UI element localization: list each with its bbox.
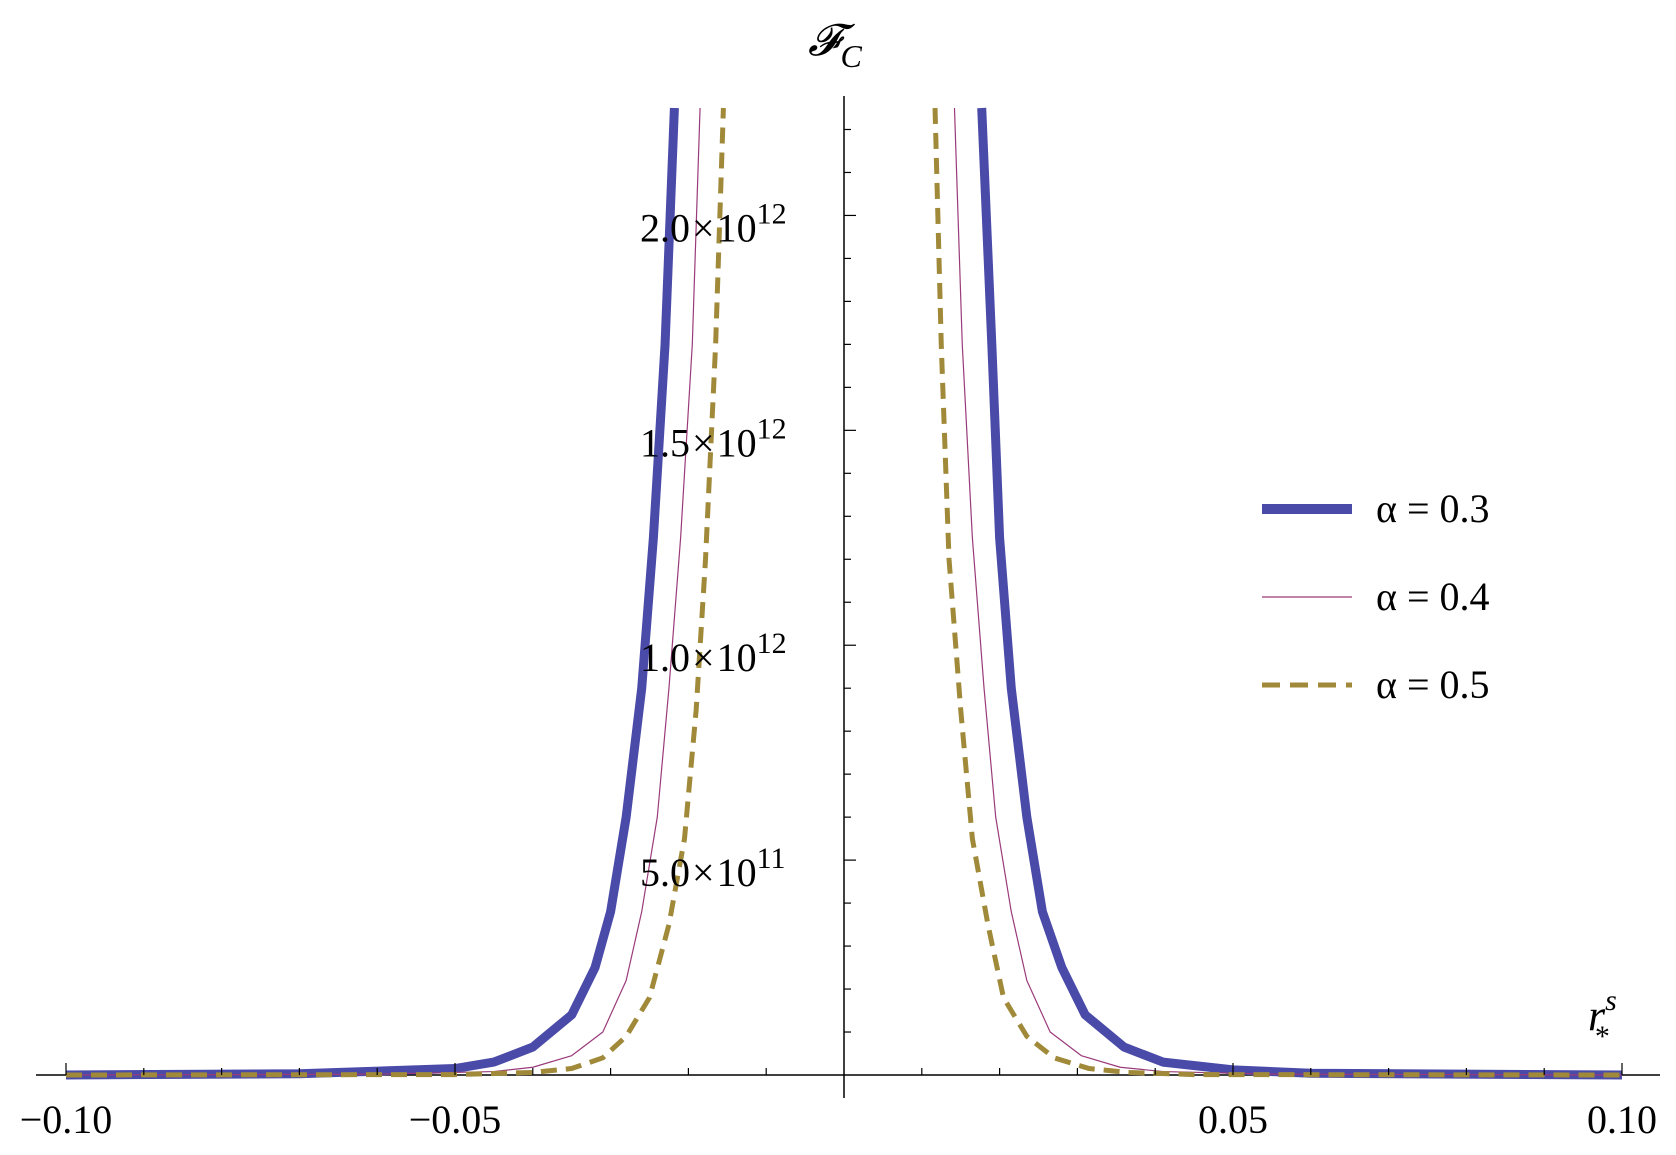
x-tick-label: 0.05 [1198, 1097, 1268, 1142]
series-line-0-left [65, 107, 679, 1080]
y-tick-label: 2.0×1012 [640, 197, 787, 250]
series-line-2-left [65, 107, 726, 1078]
legend-label-2: α = 0.5 [1376, 662, 1490, 707]
legend-label-1: α = 0.4 [1376, 574, 1490, 619]
legend-label-0: α = 0.3 [1376, 486, 1490, 531]
y-tick-label: 1.5×1012 [640, 412, 787, 465]
x-tick-label: −0.10 [20, 1097, 113, 1142]
x-tick-label: 0.10 [1587, 1097, 1657, 1142]
series-line-2-right [932, 107, 1623, 1078]
y-tick-label: 1.0×1012 [640, 627, 787, 680]
legend: α = 0.3 α = 0.4 α = 0.5 [1262, 486, 1490, 707]
series-line-0-right [977, 107, 1623, 1080]
series-line-1-right [953, 107, 1623, 1076]
x-tick-label: −0.05 [409, 1097, 502, 1142]
y-axis-title: 𝓕C [808, 16, 862, 74]
x-axis-title: rs * [1588, 984, 1617, 1053]
y-tick-label: 5.0×1011 [640, 842, 785, 895]
ticks: −0.10 −0.05 0.05 0.10 5.0×1011 1.0×1012 1.5×10… [20, 128, 1657, 1142]
